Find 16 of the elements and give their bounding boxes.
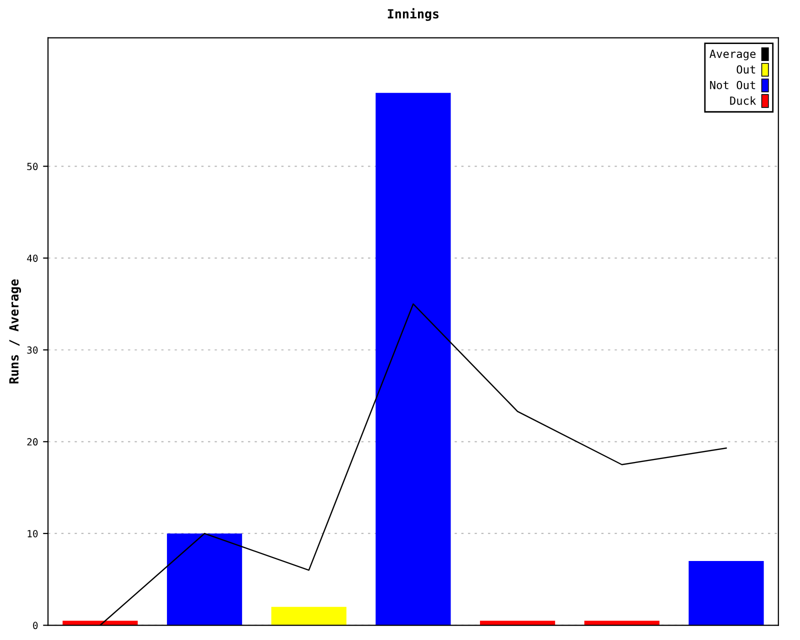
y-tick-label: 30 [27, 346, 38, 354]
y-tick-label: 20 [27, 438, 38, 446]
legend-label: Not Out [710, 80, 756, 90]
y-tick-label: 40 [27, 254, 38, 262]
y-tick-label: 10 [28, 530, 38, 538]
y-tick-label: 0 [33, 622, 38, 630]
bar [166, 533, 242, 626]
legend-label: Duck [730, 96, 756, 105]
y-axis-title: Runs / Average [9, 279, 22, 384]
y-tick-label: 50 [27, 162, 38, 170]
chart-title: Innings [388, 8, 439, 21]
bar [271, 606, 346, 626]
bar [376, 92, 451, 626]
legend-label: Out [736, 65, 756, 74]
bar [688, 561, 764, 626]
legend-label: Average [710, 50, 756, 60]
